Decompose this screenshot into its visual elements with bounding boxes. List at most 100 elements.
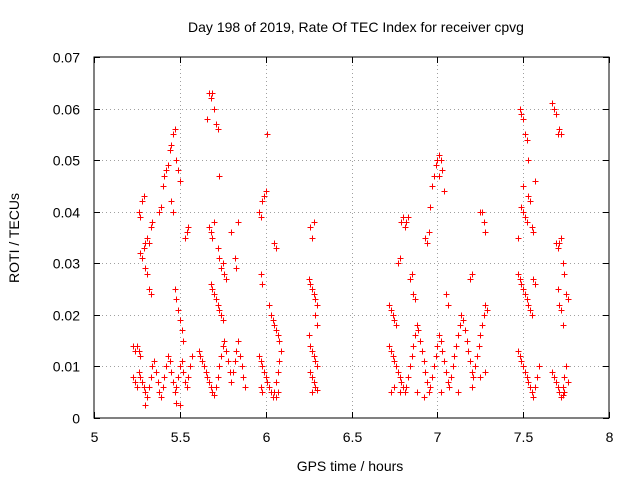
data-point (522, 291, 529, 298)
data-point (553, 111, 560, 118)
data-point (232, 358, 239, 365)
data-point (429, 183, 436, 190)
data-point (549, 100, 556, 107)
data-point (460, 317, 467, 324)
x-axis-title: GPS time / hours (297, 458, 404, 474)
data-point (256, 353, 263, 360)
data-point (455, 332, 462, 339)
data-point (560, 322, 567, 329)
data-point (467, 358, 474, 365)
data-point (312, 296, 319, 303)
data-point (426, 229, 433, 236)
data-point (553, 379, 560, 386)
data-point (144, 394, 151, 401)
data-point (439, 348, 446, 355)
data-point (146, 240, 153, 247)
data-point (443, 291, 450, 298)
data-point (182, 379, 189, 386)
data-point (223, 348, 230, 355)
data-point (256, 209, 263, 216)
data-point (273, 379, 280, 386)
data-point (187, 363, 194, 370)
data-point (457, 322, 464, 329)
data-point (266, 302, 273, 309)
data-point (264, 379, 271, 386)
data-point (422, 235, 429, 242)
data-point (240, 374, 247, 381)
data-point (391, 384, 398, 391)
data-point (458, 312, 465, 319)
data-point (206, 224, 213, 231)
data-point (151, 358, 158, 365)
data-point (258, 384, 265, 391)
data-point (551, 374, 558, 381)
data-point (311, 219, 318, 226)
data-point (438, 389, 445, 396)
data-point (518, 358, 525, 365)
data-point (412, 332, 419, 339)
data-point (233, 348, 240, 355)
data-point (168, 198, 175, 205)
data-point (134, 343, 141, 350)
data-point (464, 338, 471, 345)
data-point (476, 343, 483, 350)
data-point (225, 358, 232, 365)
data-point (306, 276, 313, 283)
y-tick-label: 0.07 (53, 50, 80, 66)
data-point (232, 255, 239, 262)
data-point (163, 167, 170, 174)
data-point (213, 121, 220, 128)
data-point (431, 363, 438, 370)
data-point (465, 348, 472, 355)
data-point (311, 379, 318, 386)
data-point (148, 224, 155, 231)
data-point (209, 286, 216, 293)
data-point (407, 363, 414, 370)
data-point (179, 358, 186, 365)
data-point (173, 384, 180, 391)
data-point (259, 363, 266, 370)
data-point (520, 363, 527, 370)
data-point (148, 374, 155, 381)
data-point (149, 219, 156, 226)
data-point (453, 343, 460, 350)
data-point (173, 400, 180, 407)
data-point (271, 322, 278, 329)
data-point (211, 291, 218, 298)
data-point (273, 394, 280, 401)
data-point (438, 338, 445, 345)
data-point (565, 296, 572, 303)
data-point (230, 369, 237, 376)
data-point (182, 235, 189, 242)
data-point (136, 369, 143, 376)
data-point (415, 327, 422, 334)
data-point (167, 147, 174, 154)
data-point (223, 276, 230, 283)
data-point (524, 374, 531, 381)
data-point (139, 379, 146, 386)
data-point (314, 387, 321, 394)
data-point (264, 131, 271, 138)
data-point (158, 394, 165, 401)
data-point (275, 369, 282, 376)
data-point (307, 224, 314, 231)
data-point (438, 157, 445, 164)
data-point (216, 173, 223, 180)
data-point (259, 281, 266, 288)
data-point (184, 229, 191, 236)
data-point (261, 193, 268, 200)
data-point (216, 307, 223, 314)
data-point (141, 245, 148, 252)
data-point (525, 302, 532, 309)
data-point (209, 235, 216, 242)
data-point (228, 229, 235, 236)
data-point (393, 363, 400, 370)
data-point (560, 384, 567, 391)
data-point (180, 338, 187, 345)
data-point (445, 379, 452, 386)
data-point (451, 353, 458, 360)
data-point (555, 245, 562, 252)
data-point (424, 379, 431, 386)
data-point (402, 224, 409, 231)
data-point (417, 338, 424, 345)
